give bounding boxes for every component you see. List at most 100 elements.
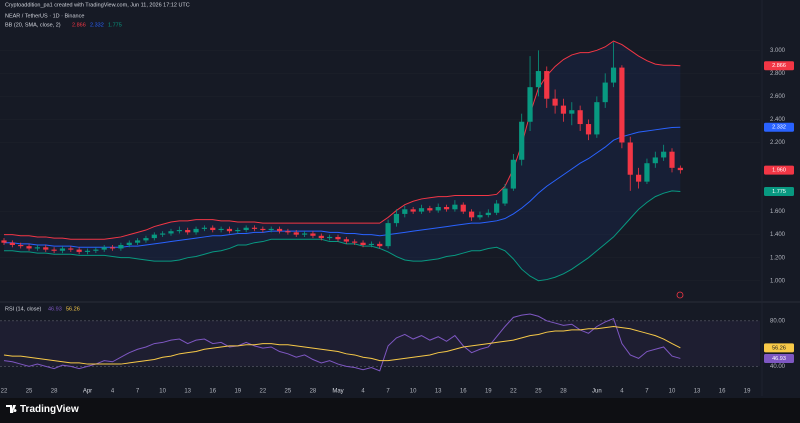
candle-body xyxy=(569,110,575,114)
candle-body xyxy=(652,157,658,164)
candle-body xyxy=(669,151,675,168)
candle-body xyxy=(485,212,491,216)
candle-body xyxy=(302,233,308,235)
x-tick-label: 28 xyxy=(560,389,567,395)
candle-body xyxy=(527,87,533,122)
rsi-title: RSI (14, close) xyxy=(5,306,42,312)
candle-body xyxy=(218,228,224,231)
candle-body xyxy=(610,67,617,83)
x-tick-label: 19 xyxy=(744,389,751,395)
candle-body xyxy=(1,240,7,243)
candle-body xyxy=(18,245,24,247)
y-tick-label: 1.600 xyxy=(770,209,786,215)
candle-body xyxy=(460,204,466,212)
candle-body xyxy=(101,247,107,250)
y-tick-label: 2.600 xyxy=(770,94,786,100)
y-tick-label: 3.000 xyxy=(770,48,786,54)
candle-body xyxy=(109,247,116,249)
x-tick-label: 22 xyxy=(510,389,517,395)
candle-body xyxy=(352,241,358,243)
x-tick-label: Jun xyxy=(592,389,602,395)
candle-body xyxy=(93,249,99,251)
x-tick-label: 7 xyxy=(645,389,649,395)
x-tick-label: 13 xyxy=(435,389,442,395)
candle-body xyxy=(34,247,40,249)
candle-body xyxy=(210,227,216,231)
candle-body xyxy=(636,174,642,182)
candle-body xyxy=(260,228,266,231)
last-value-label-bg xyxy=(764,343,794,353)
candle-body xyxy=(393,213,400,224)
candle-body xyxy=(502,188,508,204)
candle-body xyxy=(176,230,182,232)
x-tick-label: 10 xyxy=(159,389,166,395)
y-tick-label: 1.200 xyxy=(770,255,786,261)
x-tick-label: Apr xyxy=(83,389,92,395)
candle-body xyxy=(402,209,408,214)
candle-body xyxy=(84,250,91,252)
rsi-band xyxy=(0,320,760,367)
footer xyxy=(0,398,800,423)
series-line xyxy=(3,313,681,372)
series-line xyxy=(4,40,681,240)
x-tick-label: 28 xyxy=(51,389,58,395)
candle-body xyxy=(661,151,667,158)
y-tick-label: 2.400 xyxy=(770,117,786,123)
x-tick-label: 10 xyxy=(669,389,676,395)
candle-body xyxy=(68,248,74,250)
candle-body xyxy=(135,240,141,243)
x-tick-label: 13 xyxy=(694,389,701,395)
x-tick-label: 4 xyxy=(620,389,624,395)
candle-body xyxy=(519,121,525,160)
x-tick-label: 16 xyxy=(209,389,216,395)
candle-body xyxy=(535,71,541,88)
x-tick-label: 7 xyxy=(386,389,390,395)
candle-body xyxy=(469,211,475,218)
candle-body xyxy=(268,228,274,231)
candle-body xyxy=(552,98,558,106)
candle-body xyxy=(585,124,592,135)
candle-body xyxy=(544,71,550,99)
candle-body xyxy=(59,248,66,251)
candle-body xyxy=(594,102,600,135)
candle-body xyxy=(185,230,191,233)
last-value-label: 56.26 xyxy=(772,345,786,351)
candle-body xyxy=(285,231,291,233)
last-value-label-bg xyxy=(764,353,794,363)
candle-body xyxy=(76,249,82,252)
candle-body xyxy=(368,243,374,246)
candle-body xyxy=(226,228,233,232)
header-value: 2.332 xyxy=(90,22,104,28)
x-tick-label: 25 xyxy=(26,389,33,395)
candle-body xyxy=(443,206,450,210)
event-icon[interactable] xyxy=(676,291,684,299)
x-tick-label: 13 xyxy=(184,389,191,395)
candle-body xyxy=(560,105,567,114)
y-tick-label: 1.400 xyxy=(770,232,786,238)
candle-body xyxy=(619,67,625,143)
candle-body xyxy=(335,236,341,240)
x-tick-label: 10 xyxy=(410,389,417,395)
author-line: Cryptoaddition_pa1 created with TradingV… xyxy=(5,2,190,8)
candle-body xyxy=(26,246,32,249)
y-tick-label: 1.000 xyxy=(770,278,786,284)
candle-body xyxy=(385,223,391,247)
last-value-label-bg xyxy=(764,122,794,132)
x-tick-label: 7 xyxy=(136,389,140,395)
last-value-label: 1.775 xyxy=(772,189,786,195)
last-price-label-bg xyxy=(764,165,794,175)
x-tick-label: 16 xyxy=(460,389,467,395)
last-value-label: 46.93 xyxy=(772,356,786,362)
x-tick-label: 28 xyxy=(310,389,317,395)
candle-body xyxy=(360,242,366,246)
header-value: 56.26 xyxy=(66,306,80,312)
y-tick-label: 2.200 xyxy=(770,140,786,146)
candle-body xyxy=(494,203,500,213)
candle-body xyxy=(9,242,15,246)
y-tick-label: 2.800 xyxy=(770,71,786,77)
candle-body xyxy=(427,208,433,211)
last-value-label: 2.332 xyxy=(772,125,786,131)
header-value: 1.775 xyxy=(108,22,122,28)
candle-body xyxy=(51,249,57,251)
